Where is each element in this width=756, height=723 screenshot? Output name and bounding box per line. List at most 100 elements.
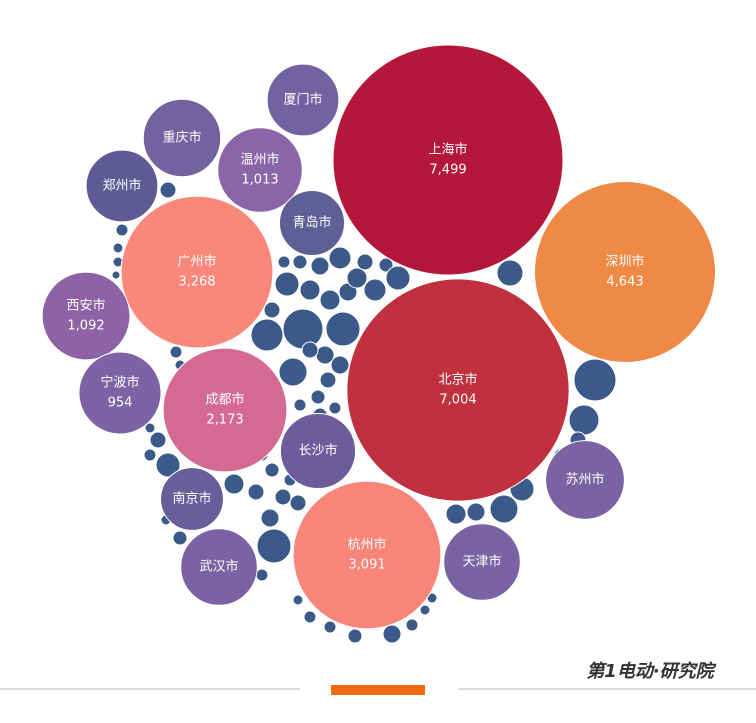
bubble-name: 西安市: [66, 298, 105, 314]
value-label: 7,004: [439, 393, 476, 408]
small-bubble: [149, 431, 167, 449]
bubble-name: 厦门市: [283, 92, 322, 108]
bubble-name: 成都市: [205, 392, 244, 408]
bubble: [120, 195, 274, 349]
small-bubble: [264, 462, 280, 478]
bubble: [162, 347, 288, 473]
bubble: [443, 523, 521, 601]
bubble-name: 广州市: [177, 254, 216, 270]
small-bubble: [301, 341, 319, 359]
bubble-name: 天津市: [462, 554, 501, 570]
bubble-name: 温州市: [240, 152, 279, 168]
small-bubble: [378, 257, 394, 273]
small-bubble: [419, 604, 431, 616]
bubble-name: 青岛市: [292, 215, 331, 231]
small-bubble: [328, 246, 352, 270]
bubble: [180, 528, 258, 606]
small-bubble: [256, 528, 292, 564]
small-bubble: [568, 404, 600, 436]
small-bubble: [159, 181, 177, 199]
small-bubble: [263, 301, 281, 319]
bubble: [78, 351, 162, 435]
small-bubble: [247, 483, 265, 501]
small-bubble: [385, 265, 411, 291]
small-bubble: [319, 371, 337, 389]
small-bubble: [346, 267, 368, 289]
small-bubble: [260, 508, 280, 528]
bubble: [278, 189, 346, 257]
small-bubble: [323, 620, 337, 634]
value-label: 3,091: [348, 558, 385, 573]
value-label: 1,092: [67, 319, 104, 334]
value-label: 2,173: [206, 413, 243, 428]
small-bubble: [274, 271, 300, 297]
bubble: [545, 440, 625, 520]
bubble-name: 深圳市: [605, 254, 644, 270]
bubble-name: 郑州市: [102, 178, 141, 194]
bubble-name: 南京市: [172, 491, 211, 507]
small-bubble: [292, 254, 308, 270]
small-bubble: [277, 255, 291, 269]
small-bubble: [274, 488, 292, 506]
small-bubble: [299, 279, 321, 301]
small-bubble: [405, 618, 419, 632]
small-bubble: [169, 345, 183, 359]
small-bubble: [282, 308, 324, 350]
bubble: [534, 181, 716, 363]
value-label: 4,643: [606, 275, 643, 290]
small-bubble: [489, 494, 519, 524]
bubble: [85, 149, 159, 223]
small-bubble: [310, 389, 326, 405]
small-bubble: [310, 256, 330, 276]
bubble-name: 长沙市: [298, 443, 337, 459]
small-bubble: [325, 311, 361, 347]
logo: 第1电动·研究院: [586, 661, 716, 682]
bubble: [217, 127, 303, 213]
small-bubble: [155, 452, 181, 478]
small-bubble: [144, 422, 156, 434]
bubble: [279, 412, 357, 490]
small-bubble: [356, 253, 374, 271]
bubble-name: 宁波市: [100, 375, 139, 391]
small-bubble: [111, 270, 121, 280]
small-bubble: [303, 610, 317, 624]
small-bubble: [319, 289, 341, 311]
small-bubble: [347, 628, 363, 644]
small-bubble: [250, 318, 284, 352]
small-bubble: [382, 624, 402, 644]
bubble-name: 武汉市: [199, 559, 238, 575]
bubble-name: 上海市: [428, 142, 467, 158]
value-label: 1,013: [241, 173, 278, 188]
bubble: [266, 63, 340, 137]
small-bubble: [573, 358, 617, 402]
bubble: [292, 480, 442, 630]
small-bubble: [289, 494, 307, 512]
small-bubble: [363, 278, 387, 302]
small-bubble: [115, 223, 129, 237]
small-bubble: [328, 401, 342, 415]
small-bubble: [496, 259, 524, 287]
bubble-name: 重庆市: [162, 130, 201, 146]
bubble-name: 苏州市: [565, 472, 604, 488]
small-bubble: [112, 242, 124, 254]
small-bubble: [278, 357, 308, 387]
small-bubble: [330, 355, 350, 375]
value-label: 3,268: [178, 275, 215, 290]
small-bubble: [223, 473, 245, 495]
bubble-name: 杭州市: [347, 537, 386, 553]
bubble-name: 北京市: [438, 372, 477, 388]
bubble: [332, 44, 564, 276]
value-label: 954: [108, 396, 133, 411]
small-bubble: [255, 568, 269, 582]
bubble: [41, 271, 131, 361]
small-bubble: [172, 530, 188, 546]
small-bubble: [466, 502, 486, 522]
footer-bar: [331, 685, 425, 695]
value-label: 7,499: [429, 163, 466, 178]
small-bubble: [143, 448, 157, 462]
bubble: [346, 278, 570, 502]
small-bubble: [293, 398, 307, 412]
bubble: [142, 98, 222, 178]
